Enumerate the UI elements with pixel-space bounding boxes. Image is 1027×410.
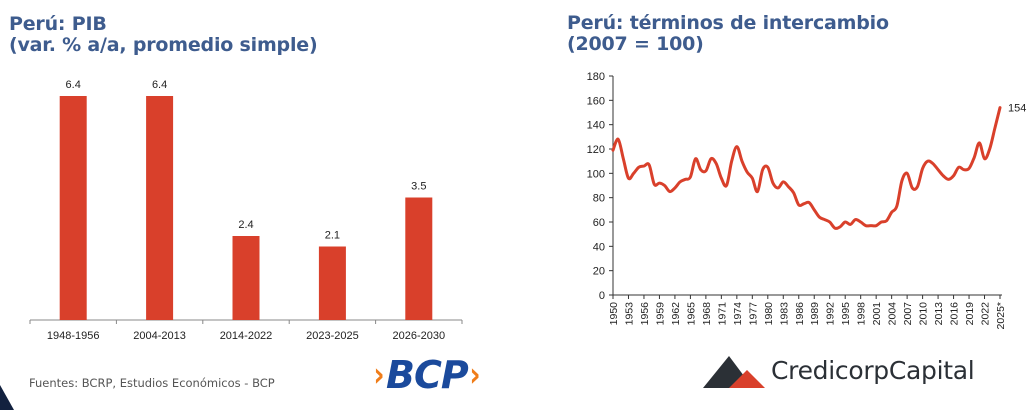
x-tick-label: 1977 — [747, 302, 759, 326]
x-tick-label: 2001 — [871, 302, 883, 326]
x-tick-label: 1983 — [778, 302, 790, 326]
y-tick-label: 100 — [587, 168, 605, 180]
bar-chart-title: Perú: PIB (var. % a/a, promedio simple) — [9, 13, 318, 56]
x-tick-label: 1950 — [608, 302, 620, 326]
y-tick-label: 60 — [593, 217, 605, 229]
x-tick-label: 2025* — [995, 302, 1007, 329]
x-tick-label: 1992 — [825, 302, 837, 326]
bar — [232, 236, 260, 320]
credicorp-capital-logo: CredicorpCapital — [703, 352, 975, 388]
gdp-bar-chart: 6.4 1948-1956 6.4 2004-2013 2.4 2014-2022 2.1 2… — [29, 79, 463, 342]
bcp-chevron-left-icon: › — [373, 355, 385, 395]
line-chart-title: Perú: términos de intercambio (2007 = 10… — [567, 13, 889, 55]
x-tick-label: 2019 — [964, 302, 976, 326]
bar-chart-title-line2: (var. % a/a, promedio simple) — [9, 34, 318, 56]
y-tick-label: 140 — [587, 120, 605, 132]
x-tick-label: 1962 — [670, 302, 682, 326]
y-tick-label: 120 — [587, 144, 605, 156]
bar-chart-title-line1: Perú: PIB — [9, 13, 107, 35]
y-tick-label: 80 — [593, 193, 605, 205]
x-tick-label: 1959 — [654, 302, 666, 326]
bcp-logo: › BCP › — [372, 352, 482, 398]
x-tick-label: 1989 — [809, 302, 821, 326]
terms-of-trade-line — [611, 106, 1002, 230]
y-tick-label: 20 — [593, 266, 605, 278]
x-tick-label: 1971 — [716, 302, 728, 326]
bar-category-label: 2026-2030 — [392, 330, 445, 342]
y-tick-label: 160 — [587, 95, 605, 107]
x-tick-label: 1953 — [623, 302, 635, 326]
sources-note: Fuentes: BCRP, Estudios Económicos - BCP — [29, 376, 275, 390]
bar — [405, 197, 433, 320]
x-tick-label: 1965 — [685, 302, 697, 326]
x-tick-label: 1998 — [856, 302, 868, 326]
x-tick-label: 1995 — [840, 302, 852, 326]
bar-value-label: 6.4 — [66, 79, 81, 91]
line-chart-title-line2: (2007 = 100) — [567, 33, 704, 55]
line-end-value-label: 154 — [1008, 103, 1026, 115]
bar-category-label: 1948-1956 — [47, 330, 100, 342]
x-tick-label: 1980 — [763, 302, 775, 326]
bar — [146, 96, 174, 320]
credicorp-logo-text: CredicorpCapital — [771, 355, 975, 385]
bar-category-label: 2004-2013 — [133, 330, 186, 342]
x-tick-label: 1968 — [701, 302, 713, 326]
x-tick-label: 2010 — [918, 302, 930, 326]
bar — [59, 96, 87, 320]
x-tick-label: 1974 — [732, 302, 744, 326]
x-tick-label: 2016 — [949, 302, 961, 326]
x-tick-label: 2007 — [902, 302, 914, 326]
x-tick-label: 1986 — [794, 302, 806, 326]
bcp-chevron-right-icon: › — [469, 355, 481, 395]
bar-category-label: 2023-2025 — [306, 330, 359, 342]
x-tick-label: 2004 — [887, 302, 899, 326]
terms-of-trade-line-chart: 0 20 40 60 80 100 120 140 160 180 1950 1953 1956 1959… — [587, 71, 1027, 329]
bar-value-label: 3.5 — [411, 181, 426, 193]
bcp-logo-text: BCP — [386, 353, 469, 397]
bar-value-label: 2.4 — [238, 219, 253, 231]
bar-category-label: 2014-2022 — [220, 330, 273, 342]
credicorp-mountain-icon — [703, 356, 765, 388]
x-tick-label: 2022 — [980, 302, 992, 326]
bar-value-label: 2.1 — [325, 230, 340, 242]
line-chart-title-line1: Perú: términos de intercambio — [567, 12, 889, 34]
bar — [318, 246, 346, 320]
x-tick-label: 1956 — [639, 302, 651, 326]
bar-value-label: 6.4 — [152, 79, 167, 91]
y-tick-label: 0 — [599, 290, 605, 302]
decorative-corner-shape — [0, 385, 14, 410]
y-tick-label: 180 — [587, 71, 605, 83]
y-tick-label: 40 — [593, 241, 605, 253]
x-tick-label: 2013 — [933, 302, 945, 326]
